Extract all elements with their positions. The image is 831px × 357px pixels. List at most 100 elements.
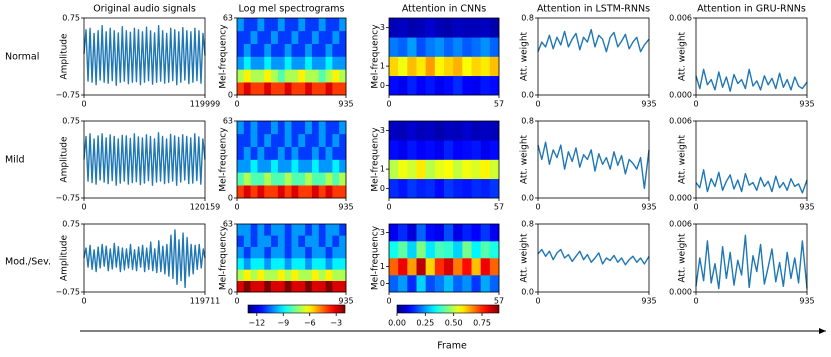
heat-cell [407,121,417,141]
heat-cell [298,30,306,44]
heat-cell [305,280,313,293]
heat-cell [264,18,272,32]
plot-frame [388,120,500,199]
heat-cell [257,121,265,135]
heat-cell [298,280,306,293]
heat-cell [257,43,265,57]
heat-cell [257,280,265,293]
heat-cell [277,133,285,147]
heat-cell [291,146,299,160]
heat-cell [284,18,292,32]
heat-cell [243,246,251,259]
data-line [537,248,650,266]
heat-cell [416,56,426,77]
heat-cell [339,159,347,173]
heat-cell [489,121,500,141]
heat-cell [471,224,481,242]
heat-cell [332,280,340,293]
colorbar-tick-label: −6 [304,319,316,328]
heat-cell [277,246,285,259]
subplot: Amplitude −0.75 0.75 0 119711 [55,220,220,306]
heat-cell [339,269,347,281]
heat-cell [243,235,251,247]
x-tick-label: 935 [641,203,656,212]
heat-cell [264,269,272,281]
heat-cell [243,18,251,32]
heat-cell [250,172,258,186]
plot-frame [695,120,808,199]
heat-cell [462,75,472,96]
heat-cell [264,246,272,259]
x-tick-label: 935 [338,100,353,109]
subplot: Attention in GRU-RNNs Att. weight 0.000 0.0… [669,4,815,109]
heat-cell [389,140,399,160]
heat-cell [389,241,399,259]
heat-cell [425,178,436,199]
heat-cell [264,82,272,96]
heat-cell [444,258,454,276]
heat-cell [271,159,279,173]
heat-cell [291,280,299,293]
plot-frame [83,120,206,199]
heat-cell [271,224,279,236]
heat-cell [257,246,265,259]
heat-cell [444,241,454,259]
heat-cell [277,172,285,186]
x-tick-label: 119999 [190,100,221,109]
heat-cell [425,121,436,141]
heat-cell [453,224,463,242]
heat-cell [434,159,445,180]
heat-cell [425,56,436,77]
heat-cell [339,43,347,57]
heat-cell [332,43,340,57]
heat-cell [332,18,340,32]
y-tick-label: 0 [228,194,233,203]
heat-cell [305,246,313,259]
heat-cell [407,258,417,276]
y-tick-label: 3 [380,126,385,135]
heat-cell [389,275,399,293]
heat-cell [277,280,285,293]
x-tick-label: 0 [386,297,391,306]
heat-cell [339,18,347,32]
heat-cell [264,43,272,57]
heat-cell [271,69,279,83]
heat-cell [237,172,245,186]
heat-cell [311,18,320,32]
heat-cell [325,224,333,236]
heat-cell [237,56,245,70]
x-tick-label: 935 [799,297,814,306]
y-axis-label: Att. weight [678,31,688,81]
heat-cell [416,159,426,180]
y-axis-label: Mel-frequency [219,127,229,192]
heat-cell [407,56,417,77]
heat-cell [325,133,333,147]
heat-cell [277,69,285,83]
heat-cell [325,18,333,32]
heat-cell [311,56,320,70]
heat-cell [389,121,399,141]
heat-cell [318,82,326,96]
heat-cell [325,235,333,247]
heat-cell [332,258,340,270]
x-tick-label: 0 [535,100,540,109]
y-tick-label: 3 [380,228,385,237]
heat-cell [237,224,245,236]
heat-cell [305,43,313,57]
heat-cell [298,224,306,236]
heat-cell [318,246,326,259]
heat-cell [257,235,265,247]
heat-cell [325,246,333,259]
heat-cell [305,30,313,44]
heat-cell [311,269,320,281]
heat-cell [271,280,279,293]
heat-cell [398,159,408,180]
heat-cell [339,146,347,160]
heat-cell [480,258,491,276]
y-axis-label: Mel-frequency [219,24,229,89]
heat-cell [332,235,340,247]
colorbar-tick-label: −12 [248,319,265,328]
heat-cell [416,224,426,242]
heat-cell [462,56,472,77]
